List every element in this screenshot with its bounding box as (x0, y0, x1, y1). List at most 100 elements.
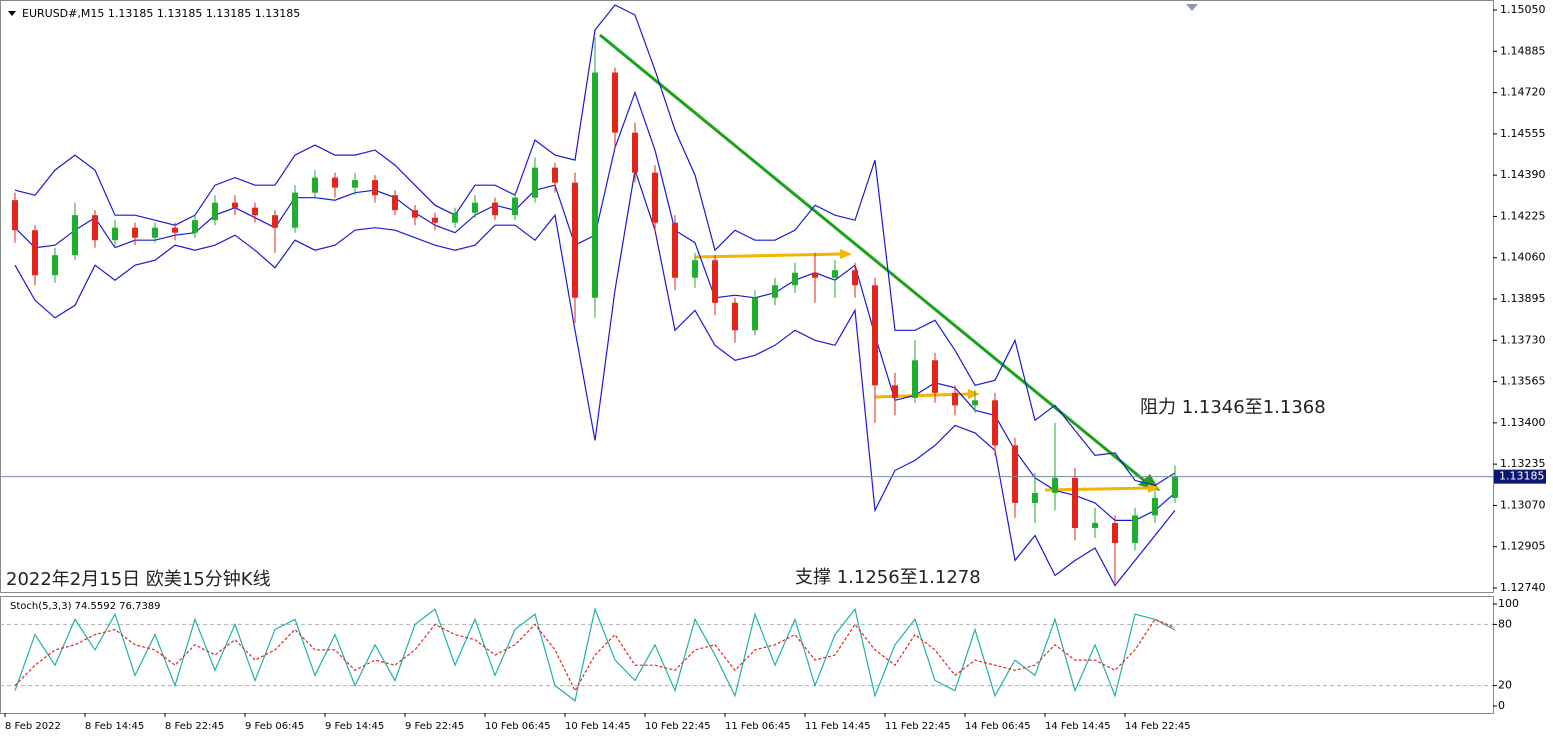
y-tick-label: 80 (1498, 617, 1512, 630)
candle-body (1072, 477, 1078, 528)
candle-body (232, 202, 238, 208)
candle-body (172, 227, 178, 233)
candle-body (592, 72, 598, 298)
band-lower (14, 169, 1176, 587)
x-tick-label: 11 Feb 06:45 (725, 721, 791, 732)
candle-body (72, 215, 78, 256)
candle-body (932, 360, 938, 393)
x-tick-label: 10 Feb 14:45 (565, 721, 631, 732)
candle-body (292, 192, 298, 228)
candle-body (272, 215, 278, 228)
candle-body (532, 167, 538, 198)
candle-body (132, 227, 138, 238)
candle-body (1032, 492, 1038, 503)
candle-body (872, 285, 878, 386)
candle-body (772, 285, 778, 298)
candle-body (452, 212, 458, 223)
candle-body (392, 195, 398, 211)
y-tick-label: 1.12740 (1500, 581, 1546, 594)
y-tick-label: 1.14060 (1500, 251, 1546, 264)
band-upper (14, 4, 1176, 487)
candle-body (892, 385, 898, 398)
candle-body (1052, 477, 1058, 493)
stoch-line (14, 607, 1176, 702)
candle-body (572, 182, 578, 298)
candle-body (412, 210, 418, 218)
arrow-head (1148, 483, 1160, 493)
x-tick-label: 8 Feb 22:45 (165, 721, 224, 732)
y-tick-label: 1.14555 (1500, 127, 1546, 140)
y-tick-label: 1.13565 (1500, 375, 1546, 388)
candle-body (512, 197, 518, 216)
candle-body (1132, 515, 1138, 543)
x-tick-label: 9 Feb 14:45 (325, 721, 384, 732)
x-tick-label: 8 Feb 2022 (5, 721, 61, 732)
candle-body (12, 200, 18, 231)
arrow-head (968, 389, 980, 399)
candle-body (1172, 476, 1178, 498)
candle-body (1092, 522, 1098, 528)
y-tick-label: 1.13895 (1500, 292, 1546, 305)
x-tick-label: 11 Feb 22:45 (885, 721, 951, 732)
candle-body (1012, 445, 1018, 503)
support-note: 支撑 1.1256至1.1278 (795, 567, 981, 588)
x-tick-label: 14 Feb 22:45 (1125, 721, 1191, 732)
x-tick-label: 10 Feb 06:45 (485, 721, 551, 732)
candle-body (792, 272, 798, 286)
candle-body (332, 177, 338, 188)
trend-line (599, 33, 1147, 484)
candle-body (432, 217, 438, 223)
candle-body (1152, 497, 1158, 516)
candle-body (732, 302, 738, 331)
candle-body (852, 270, 858, 286)
candle-body (32, 230, 38, 276)
candle-body (252, 207, 258, 216)
x-tick-label: 14 Feb 14:45 (1045, 721, 1111, 732)
resistance-note: 阻力 1.1346至1.1368 (1140, 397, 1326, 418)
candle-body (372, 180, 378, 196)
candle-body (952, 392, 958, 406)
stoch-panel (0, 596, 1494, 714)
candle-body (152, 227, 158, 238)
candle-body (712, 260, 718, 303)
candle-body (692, 260, 698, 278)
y-tick-label: 1.14885 (1500, 44, 1546, 57)
candle-body (652, 172, 658, 223)
y-tick-label: 1.12905 (1500, 540, 1546, 553)
candle-body (552, 167, 558, 183)
dropdown-icon[interactable] (8, 11, 16, 16)
candle-body (672, 222, 678, 278)
y-tick-label: 1.13400 (1500, 416, 1546, 429)
y-tick-label: 0 (1498, 699, 1505, 712)
y-tick-label: 1.13730 (1500, 333, 1546, 346)
y-tick-label: 20 (1498, 679, 1512, 692)
x-tick-label: 14 Feb 06:45 (965, 721, 1031, 732)
y-tick-label: 1.14720 (1500, 86, 1546, 99)
candle-body (92, 215, 98, 241)
y-tick-label: 1.13235 (1500, 457, 1546, 470)
candle-body (492, 202, 498, 216)
candle-body (192, 220, 198, 233)
chart-caption: 2022年2月15日 欧美15分钟K线 (6, 569, 271, 590)
arrow-head (840, 249, 852, 259)
y-tick-label: 1.14390 (1500, 168, 1546, 181)
x-tick-label: 8 Feb 14:45 (85, 721, 144, 732)
candle-body (832, 270, 838, 278)
candle-body (612, 72, 618, 133)
candle-body (212, 202, 218, 221)
x-tick-label: 9 Feb 06:45 (245, 721, 304, 732)
y-tick-label: 1.13070 (1500, 498, 1546, 511)
candle-body (352, 180, 358, 188)
candle-body (112, 227, 118, 241)
y-tick-label: 1.14225 (1500, 209, 1546, 222)
main-panel (0, 0, 1494, 593)
candle-body (972, 400, 978, 406)
candle-body (812, 272, 818, 278)
candle-body (992, 400, 998, 446)
stoch-title: Stoch(5,3,3) 74.5592 76.7389 (10, 601, 161, 612)
level-arrow (1044, 486, 1151, 492)
candle-body (912, 360, 918, 398)
stoch-line (14, 618, 1176, 692)
candle-body (1112, 522, 1118, 543)
